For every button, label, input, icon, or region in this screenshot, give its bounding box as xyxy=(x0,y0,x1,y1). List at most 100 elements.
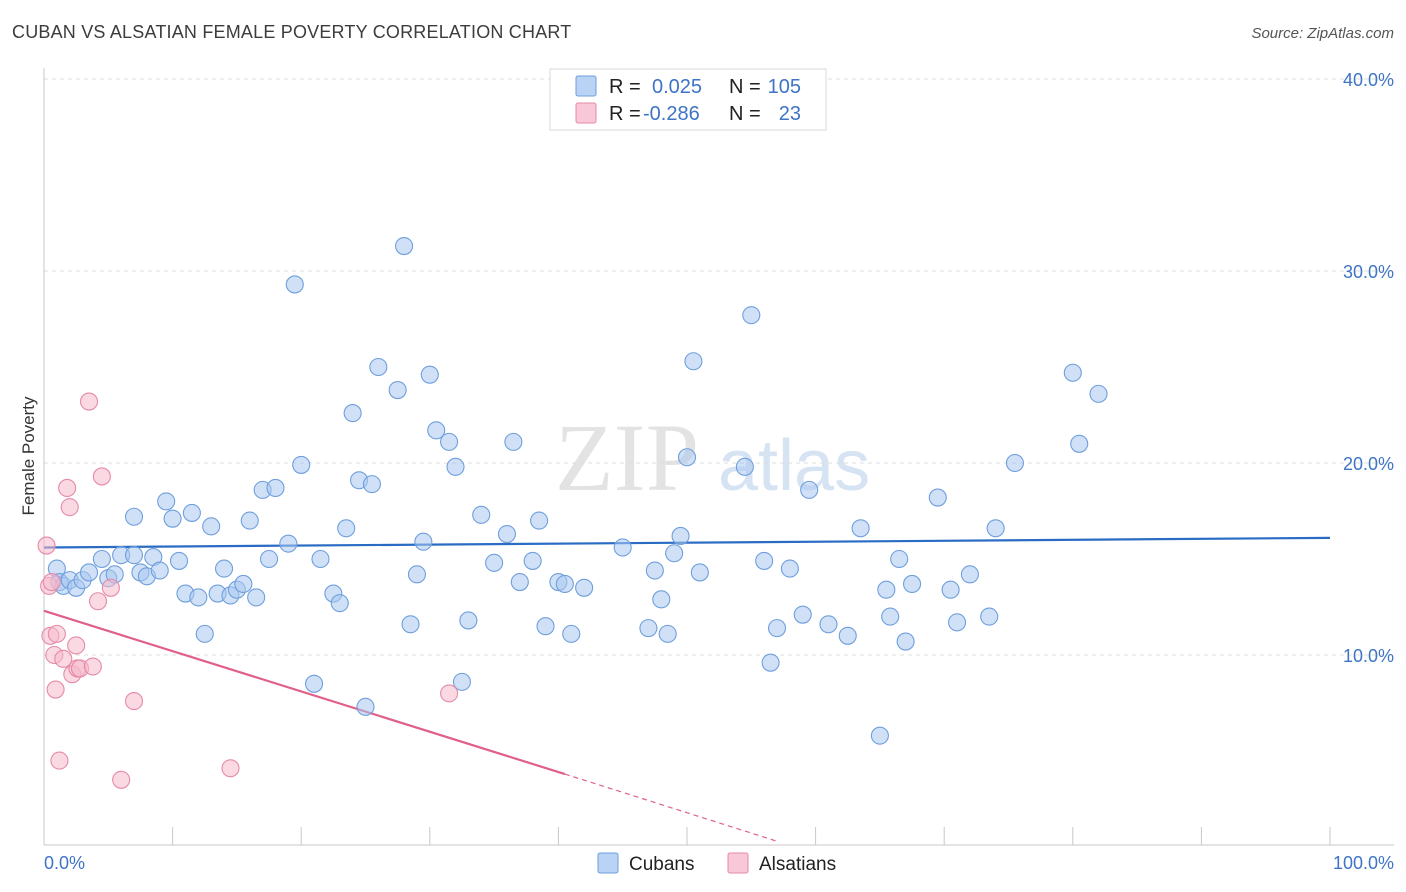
alsatians-point-21 xyxy=(124,692,144,711)
cubans-point-38 xyxy=(305,674,324,693)
cubans-point-26 xyxy=(214,559,234,578)
chart-source: Source: ZipAtlas.com xyxy=(1251,25,1394,42)
y-tick-label-0: 10.0% xyxy=(1343,646,1394,666)
cubans-point-24 xyxy=(202,517,221,536)
alsatians-point-15 xyxy=(79,392,99,411)
cubans-point-7 xyxy=(92,549,111,569)
alsatians-point-5 xyxy=(46,680,65,699)
cubans-point-34 xyxy=(266,478,285,498)
cubans-point-75 xyxy=(658,624,677,643)
cubans-point-103 xyxy=(986,519,1005,538)
cubans-point-46 xyxy=(362,475,381,494)
legend-r-value-cubans: 0.025 xyxy=(652,76,702,98)
cubans-point-54 xyxy=(427,421,446,440)
watermark: ZIP atlas xyxy=(555,404,870,511)
cubans-point-94 xyxy=(881,607,900,626)
cubans-point-86 xyxy=(780,559,799,578)
cubans-point-107 xyxy=(1089,384,1108,403)
cubans-point-64 xyxy=(523,551,542,570)
alsatians-point-9 xyxy=(58,478,77,498)
alsatians-point-20 xyxy=(112,770,131,789)
legend-swatch-cubans xyxy=(575,75,597,97)
series-legend-swatch-cubans xyxy=(597,852,619,874)
cubans-point-78 xyxy=(677,448,697,467)
y-tick-label-1: 20.0% xyxy=(1343,454,1394,474)
cubans-point-80 xyxy=(690,563,709,582)
cubans-point-57 xyxy=(452,672,472,691)
cubans-point-41 xyxy=(330,594,349,613)
cubans-point-70 xyxy=(575,578,594,597)
cubans-point-43 xyxy=(343,404,362,423)
cubans-point-71 xyxy=(613,538,632,557)
trend-line-alsatians xyxy=(43,609,566,776)
cubans-point-59 xyxy=(472,505,491,524)
cubans-point-58 xyxy=(459,611,478,630)
cubans-point-97 xyxy=(902,574,922,594)
series-cubans-points xyxy=(47,236,1108,745)
alsatians-point-23 xyxy=(440,684,459,703)
cubans-point-39 xyxy=(311,549,330,569)
cubans-point-36 xyxy=(285,275,304,294)
y-tick-labels: 10.0% 20.0% 30.0% 40.0% xyxy=(1343,70,1394,666)
cubans-point-104 xyxy=(1005,453,1024,473)
cubans-point-69 xyxy=(562,624,581,643)
correlation-legend: R = 0.025 N = 105 R = -0.286 N = 23 xyxy=(549,68,827,131)
trend-line-cubans xyxy=(43,536,1331,549)
alsatians-point-7 xyxy=(50,751,69,770)
gridlines xyxy=(44,78,1394,656)
cubans-point-11 xyxy=(124,546,144,565)
y-tick-label-3: 40.0% xyxy=(1343,70,1394,90)
cubans-point-77 xyxy=(671,526,690,546)
y-axis-label: Female Poverty xyxy=(19,396,38,516)
alsatians-point-19 xyxy=(101,578,120,597)
cubans-point-18 xyxy=(163,509,182,528)
cubans-point-19 xyxy=(169,551,189,570)
cubans-point-31 xyxy=(247,588,266,607)
cubans-point-99 xyxy=(941,580,960,599)
cubans-point-106 xyxy=(1070,434,1089,453)
cubans-point-52 xyxy=(414,532,433,551)
cubans-point-93 xyxy=(877,580,896,599)
legend-n-label-alsatians: N = xyxy=(729,103,761,125)
cubans-point-82 xyxy=(742,306,761,325)
legend-n-value-alsatians: 23 xyxy=(779,103,801,125)
cubans-point-37 xyxy=(292,455,311,474)
cubans-point-91 xyxy=(851,519,870,538)
alsatians-point-6 xyxy=(47,624,66,643)
cubans-point-45 xyxy=(356,697,375,716)
alsatians-point-8 xyxy=(54,649,73,668)
cubans-point-89 xyxy=(819,615,838,634)
cubans-point-48 xyxy=(388,380,407,400)
cubans-point-76 xyxy=(665,544,684,563)
cubans-point-88 xyxy=(800,480,819,499)
cubans-point-51 xyxy=(407,565,426,584)
series-legend-label-cubans: Cubans xyxy=(629,854,695,875)
cubans-point-29 xyxy=(234,574,253,594)
cubans-point-21 xyxy=(182,503,201,522)
trend-lines xyxy=(43,536,1331,842)
cubans-point-23 xyxy=(195,624,214,643)
cubans-point-30 xyxy=(240,511,259,530)
cubans-point-55 xyxy=(440,432,459,451)
axes xyxy=(43,68,1394,846)
series-legend-swatch-alsatians xyxy=(727,852,749,874)
cubans-point-72 xyxy=(639,619,658,638)
chart-title: CUBAN VS ALSATIAN FEMALE POVERTY CORRELA… xyxy=(12,22,571,42)
legend-swatch-alsatians xyxy=(575,102,597,124)
alsatians-point-0 xyxy=(37,536,56,555)
cubans-point-49 xyxy=(395,236,414,256)
alsatians-point-18 xyxy=(92,467,111,486)
cubans-point-74 xyxy=(652,590,671,609)
alsatians-point-12 xyxy=(67,636,86,655)
cubans-point-56 xyxy=(446,457,465,476)
y-tick-label-2: 30.0% xyxy=(1343,262,1394,282)
series-alsatians-points xyxy=(37,392,459,789)
cubans-point-84 xyxy=(761,653,780,672)
cubans-point-79 xyxy=(684,352,703,371)
cubans-point-85 xyxy=(767,619,787,638)
legend-r-label-cubans: R = xyxy=(609,76,641,98)
cubans-point-90 xyxy=(838,626,857,645)
cubans-point-98 xyxy=(928,488,947,507)
cubans-point-66 xyxy=(536,617,555,636)
